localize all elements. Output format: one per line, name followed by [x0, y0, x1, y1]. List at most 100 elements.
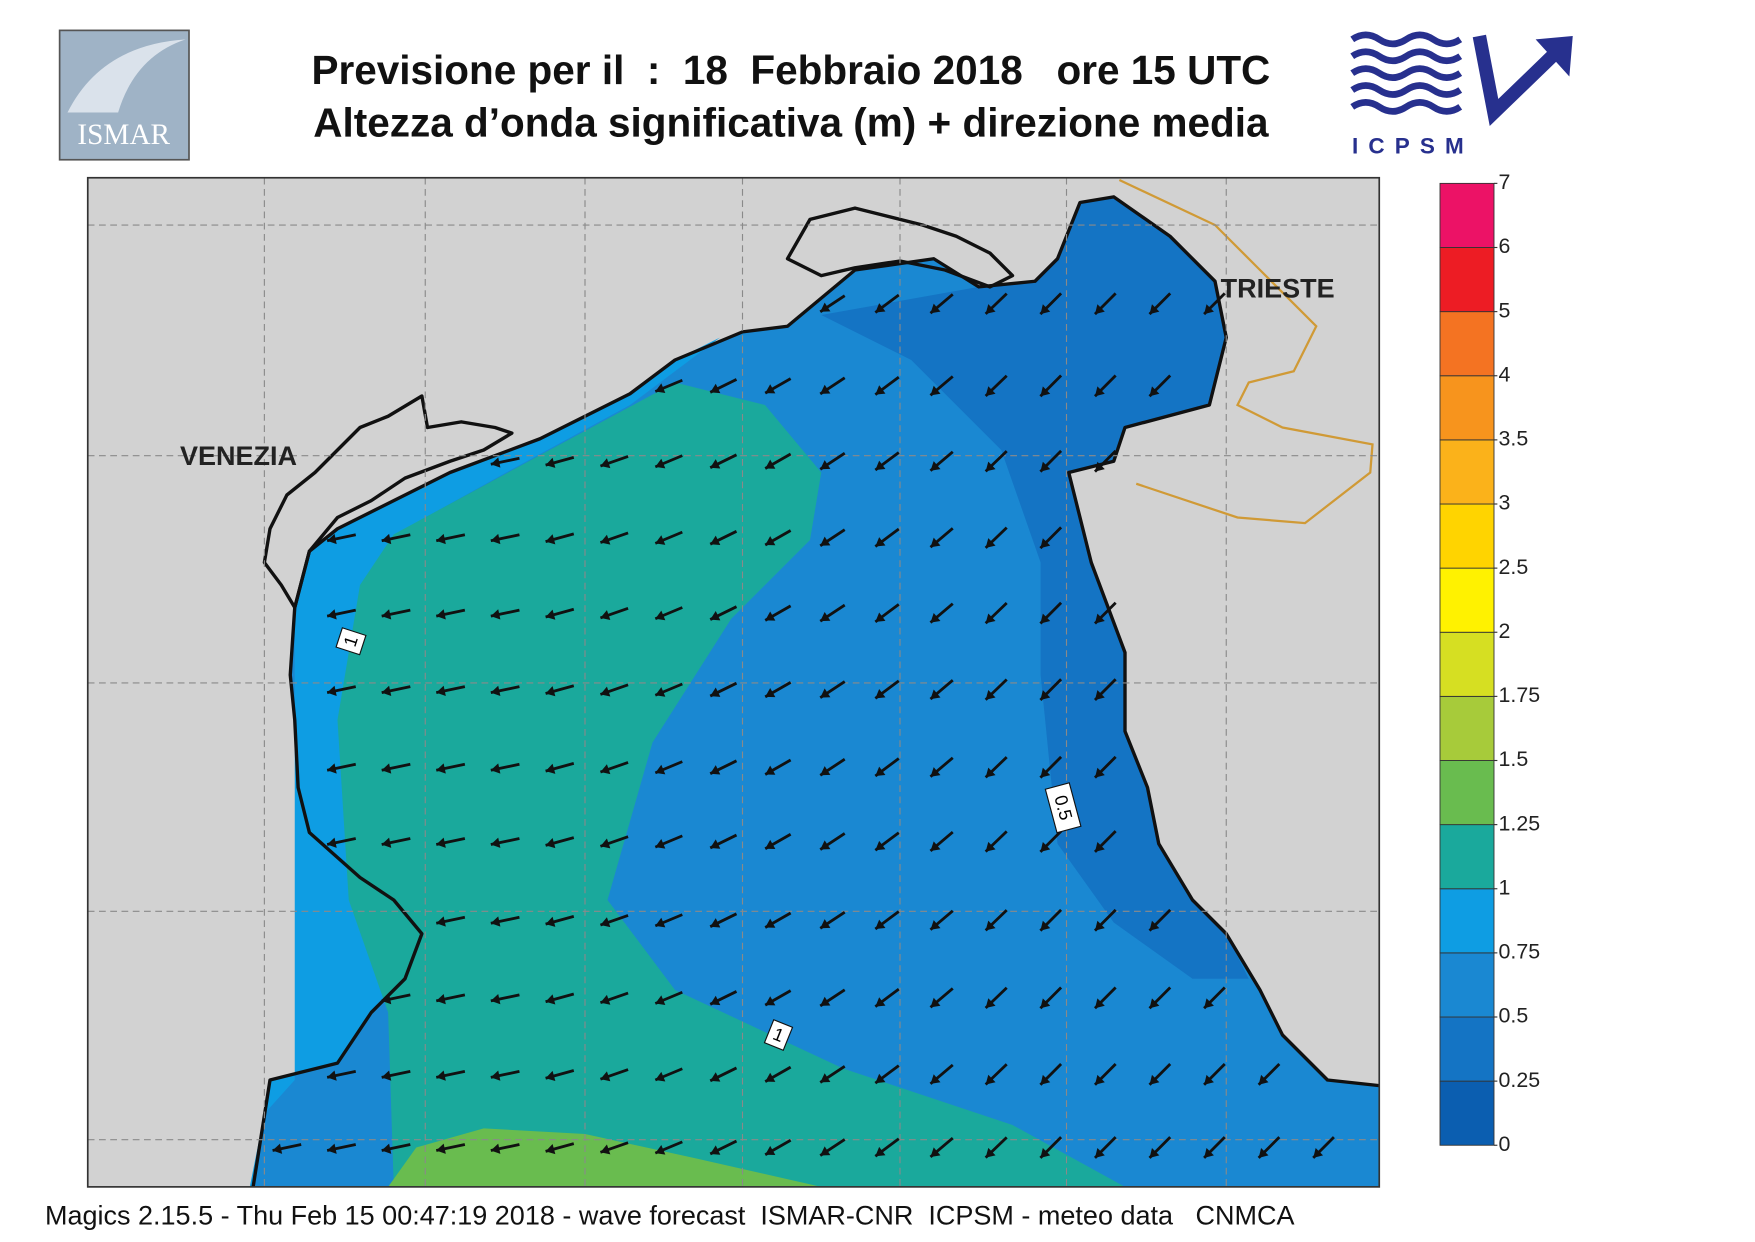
arrow-head	[820, 996, 831, 1006]
arrow-head	[1313, 1148, 1324, 1158]
colorbar-band	[1439, 247, 1495, 313]
arrow-head	[875, 689, 886, 699]
arrow-head	[1040, 538, 1051, 549]
arrow-head	[655, 838, 666, 849]
arrow-head	[1204, 1148, 1214, 1158]
arrow-head	[436, 994, 446, 1005]
arrow-head	[875, 537, 886, 547]
colorbar-tick-label: 0.5	[1499, 1004, 1529, 1028]
contour-label: 1	[335, 627, 367, 656]
contour-label: 1	[763, 1019, 794, 1051]
arrow-head	[1040, 613, 1051, 624]
arrow-head	[1040, 1074, 1051, 1085]
sea-band	[821, 196, 1249, 979]
colorbar-tick-label: 1.75	[1499, 683, 1541, 707]
arrow-head	[875, 612, 886, 622]
arrow-head	[930, 689, 941, 700]
arrow-head	[600, 458, 611, 469]
arrow-head	[765, 765, 776, 775]
arrow-head	[985, 613, 996, 624]
arrow-head	[985, 1147, 996, 1158]
arrow-head	[710, 535, 721, 546]
arrow-head	[765, 839, 776, 849]
arrow-head	[875, 840, 886, 851]
arrow-head	[1204, 304, 1214, 315]
arrow-head	[327, 837, 337, 848]
arrow-head	[600, 1071, 611, 1082]
arrow-head	[655, 383, 666, 393]
arrow-head	[1040, 386, 1051, 397]
arrow-head	[600, 917, 611, 928]
arrow-head	[875, 919, 886, 930]
arrow-head	[327, 533, 337, 545]
arrow-head	[436, 837, 446, 848]
arrow-head	[765, 611, 776, 621]
arrow-head	[875, 1073, 886, 1084]
arrow-head	[327, 763, 337, 774]
arrow-head	[765, 1072, 776, 1082]
arrow-head	[820, 1146, 831, 1156]
place-label: TRIESTE	[1221, 273, 1335, 303]
arrow-head	[710, 995, 721, 1006]
arrow-head	[1040, 1148, 1051, 1158]
arrow-head	[436, 1070, 446, 1081]
ismar-logo: ISMAR	[58, 29, 190, 161]
arrow-head	[710, 687, 721, 697]
colorbar-tick-label: 3.5	[1499, 427, 1529, 451]
colorbar-band	[1439, 952, 1495, 1018]
arrow-head	[930, 767, 941, 777]
colorbar-tick-label: 7	[1499, 170, 1511, 194]
arrow-head	[930, 461, 941, 471]
arrow-head	[381, 837, 392, 848]
arrow-head	[820, 612, 831, 622]
arrow-head	[436, 609, 446, 620]
arrow-head	[1040, 998, 1051, 1009]
arrow-head	[765, 688, 776, 698]
arrow-head	[381, 1143, 392, 1154]
arrow-head	[930, 1147, 941, 1157]
sea-band	[337, 382, 1125, 1187]
arrow-head	[1094, 1148, 1105, 1158]
arrow-head	[327, 685, 337, 696]
arrow-head	[985, 689, 996, 700]
sea-band	[388, 1128, 822, 1187]
arrow-head	[436, 533, 446, 545]
arrow-head	[1258, 1148, 1269, 1158]
arrow-head	[1149, 304, 1160, 315]
arrow-head	[1040, 767, 1051, 778]
arrow-head	[655, 995, 666, 1005]
arrow-head	[490, 916, 501, 927]
arrow-head	[545, 916, 556, 927]
arrow-head	[1094, 998, 1105, 1009]
colorbar-band	[1439, 760, 1495, 826]
arrow-head	[985, 767, 996, 778]
arrow-head	[490, 457, 501, 468]
arrow-head	[1040, 304, 1051, 315]
arrow-head	[1204, 998, 1214, 1009]
direction-arrows	[272, 292, 1335, 1159]
arrow-head	[545, 1144, 556, 1155]
arrow-head	[875, 1146, 886, 1157]
arrow-head	[1094, 920, 1105, 931]
arrow-head	[1149, 920, 1160, 931]
arrow-head	[490, 994, 501, 1005]
arrow-head	[600, 838, 611, 849]
colorbar-tick-label: 0	[1499, 1132, 1511, 1156]
arrow-head	[600, 1144, 611, 1155]
arrow-head	[820, 460, 831, 470]
arrow-head	[985, 998, 996, 1009]
arrow-head	[985, 304, 996, 314]
arrow-head	[820, 688, 831, 698]
arrow-head	[655, 1071, 666, 1082]
contour-label: 0.5	[1044, 782, 1082, 834]
arrow-head	[710, 459, 721, 469]
colorbar-tick-label: 5	[1499, 298, 1511, 322]
colorbar-band	[1439, 631, 1495, 697]
subtitle: Altezza d’onda significativa (m) + direz…	[313, 100, 1269, 146]
colorbar-tick-label: 1.25	[1499, 811, 1541, 835]
arrow-head	[710, 918, 721, 928]
arrow-head	[545, 686, 556, 697]
arrow-head	[765, 384, 776, 394]
title: Previsione per il : 18 Febbraio 2018 ore…	[311, 47, 1270, 93]
trieste-gulf-land	[785, 206, 1015, 289]
